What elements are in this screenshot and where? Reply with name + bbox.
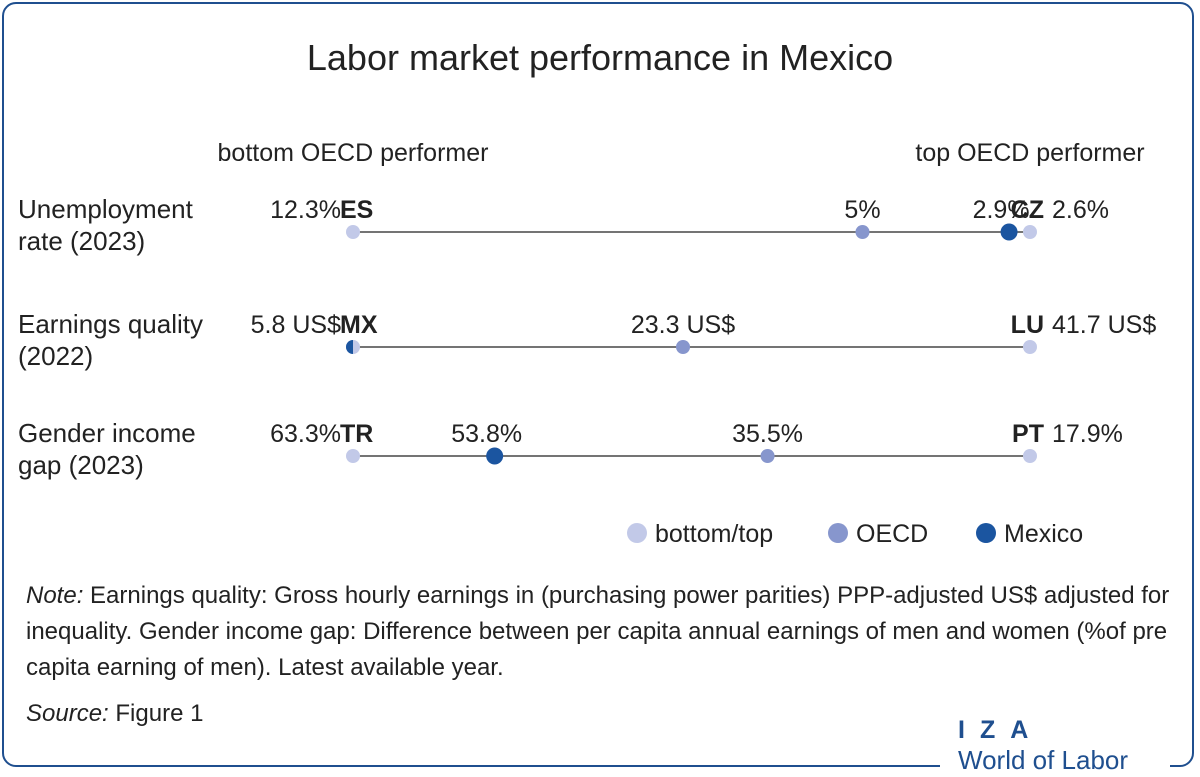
mexico-value-label: 2.9% <box>973 196 1030 224</box>
oecd-dot <box>760 449 775 463</box>
legend-swatch <box>627 523 647 543</box>
source: Source: Figure 1 <box>26 700 203 728</box>
figure-frame <box>2 2 1194 767</box>
bottom-value-label: 12.3% <box>270 196 341 224</box>
logo-world-of-labor: World of Labor <box>958 745 1129 775</box>
bottom-dot <box>346 449 360 463</box>
mexico-dot <box>1000 223 1018 241</box>
oecd-dot <box>855 225 870 239</box>
legend-swatch <box>976 523 996 543</box>
top-country-code: LU <box>1011 311 1044 339</box>
mexico-dot <box>346 340 353 354</box>
mexico-value-label: 53.8% <box>451 420 522 448</box>
note-text: Earnings quality: Gross hourly earnings … <box>26 582 1170 681</box>
note: Note: Earnings quality: Gross hourly ear… <box>26 578 1176 686</box>
oecd-dot <box>676 340 691 354</box>
row-label: gap (2023) <box>18 450 144 480</box>
mexico-dot <box>486 447 504 465</box>
bottom-country-code: TR <box>340 420 373 448</box>
legend-item: bottom/top <box>627 520 773 548</box>
top-value-label: 2.6% <box>1052 196 1109 224</box>
top-country-code: PT <box>1012 420 1044 448</box>
note-label: Note: <box>26 582 84 609</box>
logo-iza: IZA <box>958 716 1044 744</box>
oecd-value-label: 23.3 US$ <box>631 311 735 339</box>
row-label: (2022) <box>18 341 93 371</box>
top-dot <box>1023 340 1037 354</box>
legend-swatch <box>828 523 848 543</box>
legend-item: OECD <box>828 520 928 548</box>
logo-area <box>940 715 1170 777</box>
bottom-country-code: MX <box>340 311 378 339</box>
top-value-label: 41.7 US$ <box>1052 311 1156 339</box>
right-header: top OECD performer <box>915 139 1144 167</box>
bottom-value-label: 5.8 US$ <box>251 311 341 339</box>
bottom-dot <box>346 225 360 239</box>
row-label: Unemployment <box>18 194 194 224</box>
bottom-country-code: ES <box>340 196 373 224</box>
chart-row: Earnings quality(2022) 5.8 US$ MX LU 41.7 US… <box>18 309 1156 371</box>
legend-label: OECD <box>856 520 928 548</box>
left-header: bottom OECD performer <box>218 139 489 167</box>
row-label: Earnings quality <box>18 309 203 339</box>
legend-label: bottom/top <box>655 520 773 548</box>
legend-label: Mexico <box>1004 520 1083 548</box>
chart-legend: bottom/top OECD Mexico <box>627 520 1083 548</box>
legend-item: Mexico <box>976 520 1083 548</box>
top-value-label: 17.9% <box>1052 420 1123 448</box>
oecd-value-label: 5% <box>844 196 880 224</box>
source-text: Figure 1 <box>115 700 204 727</box>
top-country-code: CZ <box>1011 196 1044 224</box>
top-dot <box>1023 225 1037 239</box>
row-label: rate (2023) <box>18 226 145 256</box>
top-dot <box>1023 449 1037 463</box>
bottom-value-label: 63.3% <box>270 420 341 448</box>
source-label: Source: <box>26 700 109 727</box>
oecd-value-label: 35.5% <box>732 420 803 448</box>
chart-title: Labor market performance in Mexico <box>307 37 893 78</box>
row-label: Gender income <box>18 418 196 448</box>
